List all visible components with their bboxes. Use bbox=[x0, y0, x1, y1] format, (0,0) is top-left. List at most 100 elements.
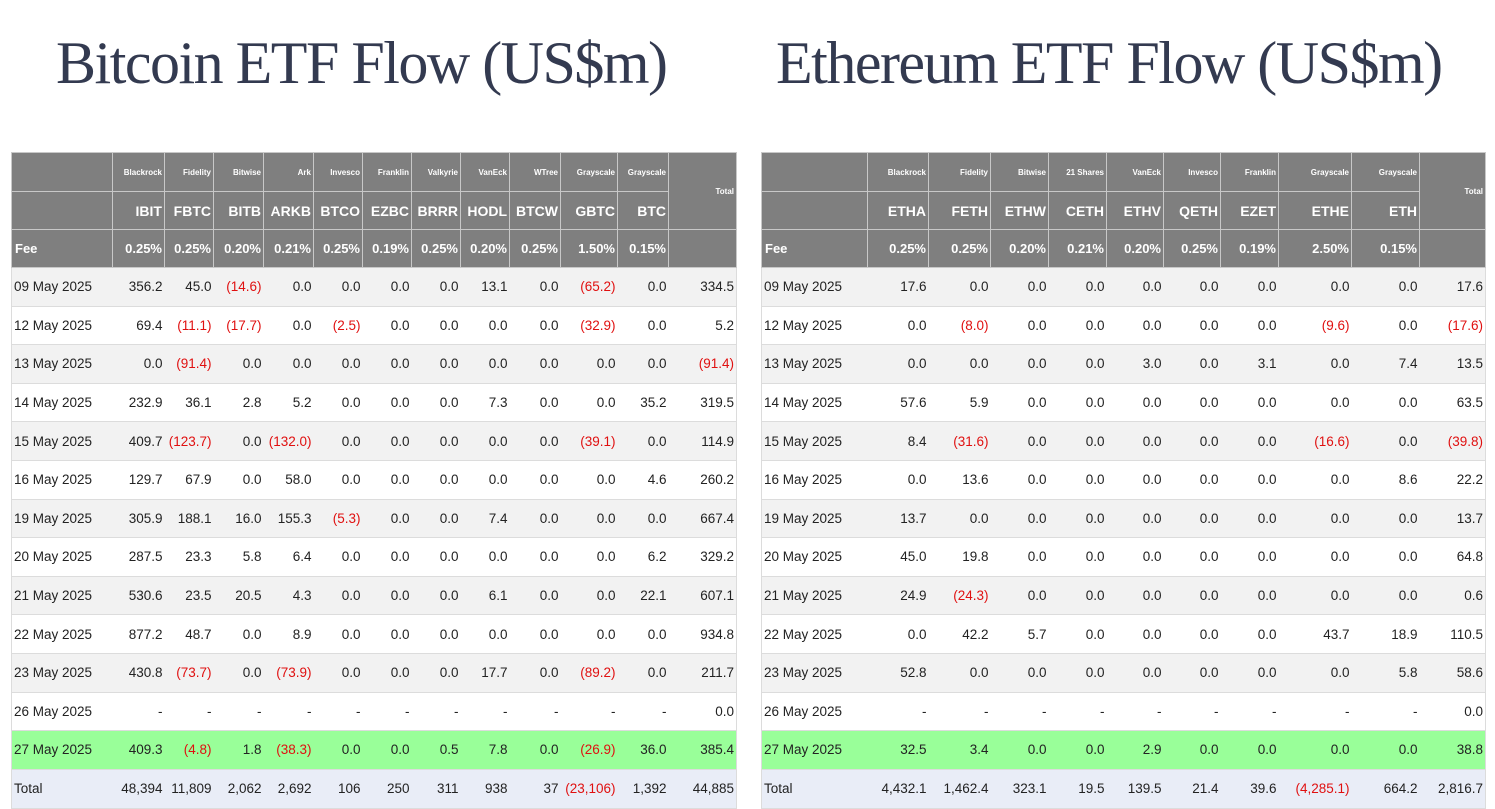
flow-cell: - bbox=[990, 692, 1049, 731]
issuer-name: VanEck bbox=[460, 152, 510, 192]
issuer-name: Fidelity bbox=[164, 152, 214, 192]
flow-cell: 0.0 bbox=[1220, 499, 1279, 538]
flow-cell: 0.0 bbox=[1106, 383, 1164, 422]
ticker-symbol: QETH bbox=[1163, 191, 1221, 230]
table-row: 13 May 2025 0.0 0.0 0.0 0.0 3.0 0.0 3.1 0.0 7.4 13… bbox=[761, 344, 1486, 384]
table-row: 21 May 2025 24.9 (24.3) 0.0 0.0 0.0 0.0 0.0 0.0 0… bbox=[761, 576, 1486, 615]
table-row: 12 May 2025 69.4 (11.1) (17.7) 0.0 (2.5) 0.0 0.… bbox=[11, 306, 737, 345]
flow-cell: 0.0 bbox=[1048, 614, 1107, 654]
flow-cell: - bbox=[1351, 692, 1420, 731]
flow-cell: 58.0 bbox=[263, 460, 314, 500]
flow-cell: 0.0 bbox=[1351, 499, 1420, 538]
cumulative-flow-cell: 139.5 bbox=[1106, 769, 1164, 809]
grand-total-cell: 2,816.7 bbox=[1419, 769, 1486, 809]
flow-cell: 0.0 bbox=[1048, 306, 1107, 345]
row-total-cell: 13.5 bbox=[1419, 344, 1486, 384]
flow-cell: 0.0 bbox=[1163, 344, 1221, 384]
flow-cell: 0.0 bbox=[1220, 537, 1279, 577]
flow-cell: 2.9 bbox=[1106, 730, 1164, 770]
flow-cell: 4.6 bbox=[617, 460, 669, 500]
row-total-cell: 934.8 bbox=[668, 614, 737, 654]
flow-cell: 0.0 bbox=[213, 421, 264, 461]
ticker-symbol: GBTC bbox=[560, 191, 618, 230]
flow-cell: 0.0 bbox=[313, 383, 363, 422]
issuer-name: Blackrock bbox=[112, 152, 165, 192]
flow-cell: 0.0 bbox=[1106, 306, 1164, 345]
row-total-cell: 110.5 bbox=[1419, 614, 1486, 654]
flow-cell: - bbox=[1048, 692, 1107, 731]
flow-cell: 0.0 bbox=[1278, 653, 1352, 693]
row-total-cell: 667.4 bbox=[668, 499, 737, 538]
flow-cell: - bbox=[1106, 692, 1164, 731]
fee-header-row: Fee 0.25% 0.25% 0.20% 0.21% 0.20% 0.25% 0.19% 2.… bbox=[761, 229, 1486, 268]
flow-cell: (26.9) bbox=[560, 730, 618, 770]
flow-cell: 0.0 bbox=[990, 383, 1049, 422]
flow-cell: 0.0 bbox=[509, 499, 561, 538]
table-row: 27 May 2025 409.3 (4.8) 1.8 (38.3) 0.0 0.0 0.5 7… bbox=[11, 730, 737, 770]
flow-cell: 0.0 bbox=[1106, 499, 1164, 538]
flow-cell: (65.2) bbox=[560, 267, 618, 307]
cumulative-flow-cell: 48,394 bbox=[112, 769, 165, 809]
flow-cell: 0.0 bbox=[411, 460, 461, 500]
cumulative-flow-cell: 37 bbox=[509, 769, 561, 809]
flow-cell: 0.0 bbox=[1278, 537, 1352, 577]
flow-cell: 0.0 bbox=[1351, 421, 1420, 461]
flow-cell: (31.6) bbox=[928, 421, 991, 461]
flow-cell: 0.0 bbox=[867, 460, 929, 500]
flow-cell: 0.0 bbox=[990, 576, 1049, 615]
flow-cell: (32.9) bbox=[560, 306, 618, 345]
flow-cell: 0.0 bbox=[1048, 344, 1107, 384]
flow-cell: 0.0 bbox=[362, 383, 412, 422]
bitcoin-etf-flow-title: Bitcoin ETF Flow (US$m) bbox=[56, 30, 668, 96]
row-total-cell: 0.0 bbox=[1419, 692, 1486, 731]
flow-cell: 0.0 bbox=[1106, 267, 1164, 307]
table-row: 09 May 2025 17.6 0.0 0.0 0.0 0.0 0.0 0.0 0.0 0.0 1… bbox=[761, 267, 1486, 307]
flow-cell: 0.0 bbox=[560, 499, 618, 538]
totals-row: Total 48,394 11,809 2,062 2,692 106 250 311 938 3… bbox=[11, 769, 737, 809]
row-total-cell: 17.6 bbox=[1419, 267, 1486, 307]
flow-cell: 1.8 bbox=[213, 730, 264, 770]
issuer-name: Franklin bbox=[1220, 152, 1279, 192]
flow-cell: 0.0 bbox=[1163, 576, 1221, 615]
fee-value: 0.19% bbox=[362, 229, 412, 268]
row-date: 19 May 2025 bbox=[11, 499, 113, 538]
flow-cell: 430.8 bbox=[112, 653, 165, 693]
flow-cell: 0.0 bbox=[411, 537, 461, 577]
flow-cell: 0.0 bbox=[1278, 267, 1352, 307]
row-date: 26 May 2025 bbox=[761, 692, 868, 731]
ticker-symbol: EZBC bbox=[362, 191, 412, 230]
flow-cell: 129.7 bbox=[112, 460, 165, 500]
fee-value: 0.15% bbox=[617, 229, 669, 268]
fee-total-blank bbox=[668, 229, 737, 268]
row-date: 14 May 2025 bbox=[11, 383, 113, 422]
row-date: 20 May 2025 bbox=[11, 537, 113, 577]
ticker-symbol: FBTC bbox=[164, 191, 214, 230]
flow-cell: 0.0 bbox=[362, 614, 412, 654]
flow-cell: - bbox=[1220, 692, 1279, 731]
flow-cell: 0.0 bbox=[460, 614, 510, 654]
row-date: 21 May 2025 bbox=[11, 576, 113, 615]
flow-cell: 0.0 bbox=[1278, 344, 1352, 384]
flow-cell: 409.7 bbox=[112, 421, 165, 461]
flow-cell: 0.0 bbox=[213, 344, 264, 384]
cumulative-flow-cell: 2,062 bbox=[213, 769, 264, 809]
flow-cell: - bbox=[164, 692, 214, 731]
fee-value: 0.20% bbox=[460, 229, 510, 268]
cumulative-flow-cell: 1,462.4 bbox=[928, 769, 991, 809]
flow-cell: 0.0 bbox=[1278, 460, 1352, 500]
row-total-cell: 329.2 bbox=[668, 537, 737, 577]
ethereum-etf-flow-title: Ethereum ETF Flow (US$m) bbox=[776, 30, 1443, 96]
flow-cell: 0.0 bbox=[313, 730, 363, 770]
flow-cell: 0.0 bbox=[990, 730, 1049, 770]
flow-cell: 0.0 bbox=[928, 267, 991, 307]
flow-cell: 13.7 bbox=[867, 499, 929, 538]
flow-cell: 356.2 bbox=[112, 267, 165, 307]
flow-cell: 5.7 bbox=[990, 614, 1049, 654]
row-date: 09 May 2025 bbox=[11, 267, 113, 307]
ticker-symbol: ETHA bbox=[867, 191, 929, 230]
ethereum-etf-flow-table: Blackrock Fidelity Bitwise 21 Shares VanEck I… bbox=[761, 152, 1486, 809]
table-row: 12 May 2025 0.0 (8.0) 0.0 0.0 0.0 0.0 0.0 (9.6) 0… bbox=[761, 306, 1486, 345]
flow-cell: 0.0 bbox=[1220, 383, 1279, 422]
flow-cell: 0.0 bbox=[362, 576, 412, 615]
flow-cell: (73.9) bbox=[263, 653, 314, 693]
